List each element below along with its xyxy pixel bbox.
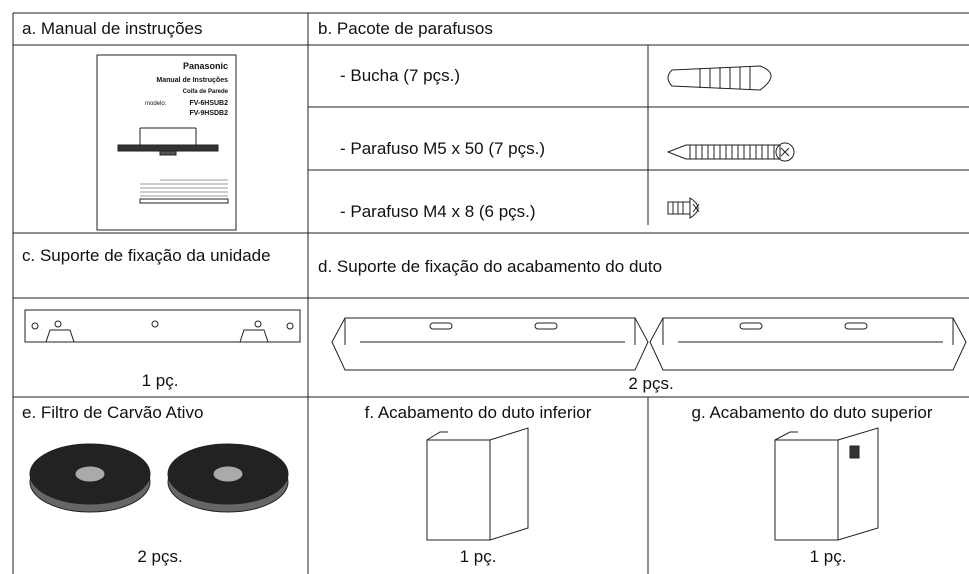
item-label: - Parafuso M5 x 50 (7 pçs.) [340,139,546,158]
quantity: 2 pçs. [137,547,183,566]
cover-model: FV-6HSUB2 [189,100,228,107]
section-title: b. Pacote de parafusos [318,19,493,38]
quantity: 1 pç. [459,547,497,566]
section-title: f. Acabamento do duto inferior [364,403,592,422]
wall-plug [667,65,772,91]
grid-lines [12,12,969,574]
quantity: 1 pç. [809,547,847,566]
unit-bracket [24,309,301,343]
cover-brand: Panasonic [182,61,228,71]
cover-subtitle: Coifa de Parede [182,89,228,95]
section-title: e. Filtro de Carvão Ativo [22,403,204,422]
quantity: 1 pç. [141,371,179,390]
cover-model: FV-9HSDB2 [189,110,228,117]
section-title: d. Suporte de fixação do acabamento do d… [318,257,663,276]
item-label: - Parafuso M4 x 8 (6 pçs.) [340,202,536,221]
screw-m4 [667,197,700,219]
duct-brackets [331,317,967,371]
manual-cover [96,54,237,231]
carbon-filters [29,443,289,513]
cover-title: Manual de Instruções [156,77,228,84]
duct-covers [426,427,879,541]
section-title: c. Suporte de fixação da unidade [22,246,271,265]
section-title: a. Manual de instruções [22,19,203,38]
screw-m5 [666,142,795,162]
quantity: 2 pçs. [628,374,674,393]
item-label: - Bucha (7 pçs.) [340,66,460,85]
cover-model-label: modelo: [145,101,167,107]
section-title: g. Acabamento do duto superior [691,403,933,422]
